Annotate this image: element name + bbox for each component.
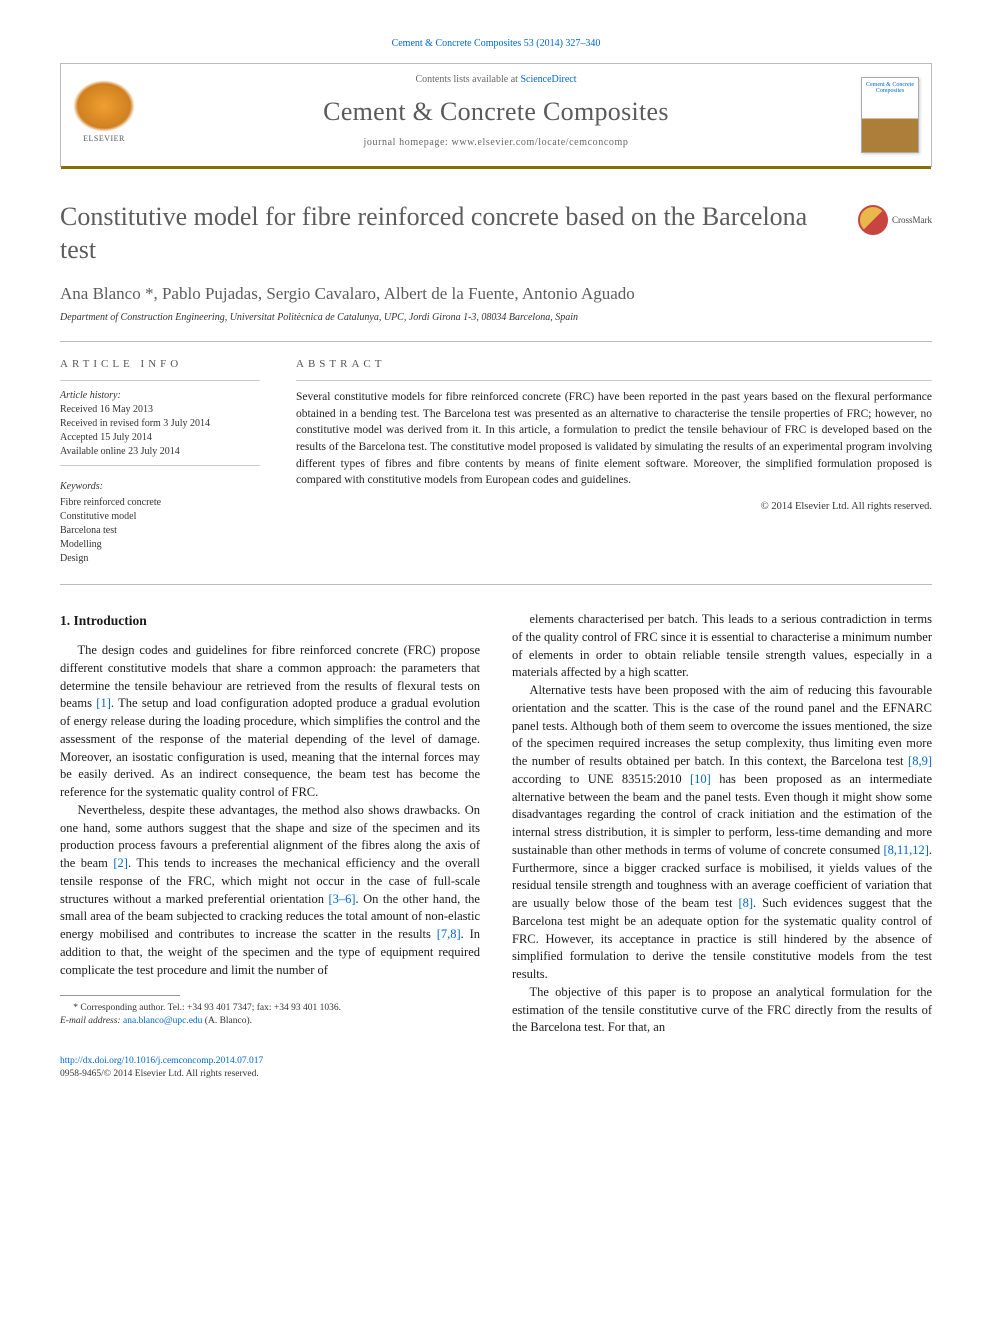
citation-ref[interactable]: [3–6] (328, 892, 355, 906)
paragraph: Nevertheless, despite these advantages, … (60, 802, 480, 980)
sciencedirect-link[interactable]: ScienceDirect (520, 74, 576, 85)
history-revised: Received in revised form 3 July 2014 (60, 417, 260, 431)
abstract-text: Several constitutive models for fibre re… (296, 389, 932, 489)
crossmark-icon (858, 205, 888, 235)
separator (60, 380, 260, 381)
paragraph: The objective of this paper is to propos… (512, 984, 932, 1037)
citation-ref[interactable]: [2] (113, 856, 128, 870)
citation-ref[interactable]: [7,8] (437, 927, 461, 941)
abstract-copyright: © 2014 Elsevier Ltd. All rights reserved… (296, 501, 932, 512)
doi-link[interactable]: http://dx.doi.org/10.1016/j.cemconcomp.2… (60, 1055, 932, 1068)
history-heading: Article history: (60, 389, 260, 403)
keyword: Modelling (60, 538, 260, 552)
separator (60, 465, 260, 466)
article-title: Constitutive model for fibre reinforced … (60, 201, 838, 266)
journal-cover-thumbnail: Cement & Concrete Composites (861, 77, 919, 153)
paragraph: Alternative tests have been proposed wit… (512, 682, 932, 984)
separator (60, 584, 932, 585)
citation-ref[interactable]: [8,11,12] (884, 843, 929, 857)
footnote-separator (60, 995, 180, 996)
journal-header: ELSEVIER Cement & Concrete Composites Co… (60, 63, 932, 167)
top-citation: Cement & Concrete Composites 53 (2014) 3… (60, 38, 932, 49)
affiliation: Department of Construction Engineering, … (60, 312, 932, 323)
separator (296, 380, 932, 381)
keyword: Constitutive model (60, 510, 260, 524)
crossmark-label: CrossMark (892, 215, 932, 225)
history-online: Available online 23 July 2014 (60, 445, 260, 459)
keyword: Fibre reinforced concrete (60, 496, 260, 510)
citation-ref[interactable]: [8] (738, 896, 753, 910)
citation-ref[interactable]: [1] (96, 696, 111, 710)
keywords-heading: Keywords: (60, 480, 260, 494)
elsevier-logo: ELSEVIER (73, 80, 135, 150)
history-accepted: Accepted 15 July 2014 (60, 431, 260, 445)
crossmark-badge[interactable]: CrossMark (858, 205, 932, 235)
corresponding-author-footnote: * Corresponding author. Tel.: +34 93 401… (60, 1002, 480, 1028)
abstract-column: abstract Several constitutive models for… (296, 358, 932, 566)
citation-ref[interactable]: [10] (690, 772, 711, 786)
history-received: Received 16 May 2013 (60, 403, 260, 417)
paragraph: elements characterised per batch. This l… (512, 611, 932, 682)
keyword: Barcelona test (60, 524, 260, 538)
article-info-heading: article info (60, 358, 260, 370)
citation-ref[interactable]: [8,9] (908, 754, 932, 768)
contents-available: Contents lists available at ScienceDirec… (161, 74, 831, 85)
article-info-column: article info Article history: Received 1… (60, 358, 260, 566)
authors: Ana Blanco *, Pablo Pujadas, Sergio Cava… (60, 284, 932, 304)
email-link[interactable]: ana.blanco@upc.edu (123, 1016, 202, 1026)
section-heading: 1. Introduction (60, 611, 480, 630)
paragraph: The design codes and guidelines for fibr… (60, 642, 480, 802)
keyword: Design (60, 552, 260, 566)
body-text: 1. Introduction The design codes and gui… (60, 611, 932, 1037)
journal-name: Cement & Concrete Composites (161, 97, 831, 127)
footer-bar: http://dx.doi.org/10.1016/j.cemconcomp.2… (60, 1055, 932, 1081)
issn-copyright: 0958-9465/© 2014 Elsevier Ltd. All right… (60, 1068, 932, 1081)
abstract-heading: abstract (296, 358, 932, 370)
journal-homepage: journal homepage: www.elsevier.com/locat… (161, 137, 831, 148)
